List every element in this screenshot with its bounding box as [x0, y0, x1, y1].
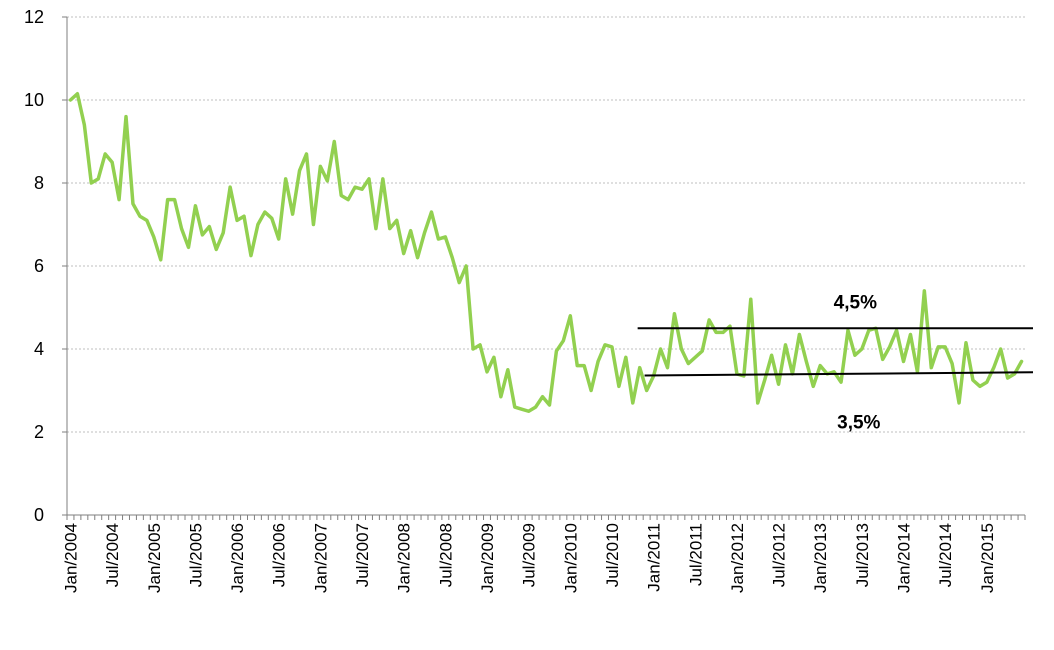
- y-axis-ticks: 0 2 4 6 8 10 12: [24, 7, 67, 525]
- x-tick-label: Jan/2013: [811, 523, 830, 593]
- y-tick-label: 2: [34, 422, 44, 442]
- x-tick-label: Jan/2010: [561, 523, 580, 593]
- x-tick-label: Jul/2005: [186, 523, 205, 587]
- x-tick-label: Jan/2005: [145, 523, 164, 593]
- reference-line-label: 3,5%: [837, 413, 880, 434]
- x-axis-ticks: Jan/2004 Jul/2004 Jan/2005 Jul/2005 Jan/2006…: [61, 515, 1026, 593]
- reference-lines: 4,5% 3,5%: [637, 292, 1034, 434]
- x-tick-label: Jul/2007: [353, 523, 372, 587]
- x-tick-label: Jan/2004: [61, 523, 80, 593]
- x-tick-label: Jan/2007: [311, 523, 330, 593]
- reference-line-label: 4,5%: [834, 292, 877, 313]
- y-tick-label: 4: [34, 339, 44, 359]
- x-tick-label: Jan/2009: [478, 523, 497, 593]
- gridlines: [67, 16, 1025, 433]
- x-tick-label: Jul/2010: [603, 523, 622, 587]
- x-tick-label: Jul/2009: [520, 523, 539, 587]
- x-tick-label: Jan/2012: [728, 523, 747, 593]
- y-tick-label: 8: [34, 173, 44, 193]
- x-tick-label: Jan/2011: [645, 523, 664, 592]
- series-group: [68, 92, 1024, 413]
- x-tick-label: Jul/2006: [270, 523, 289, 587]
- x-tick-label: Jan/2014: [895, 523, 914, 593]
- y-tick-label: 0: [34, 505, 44, 525]
- y-tick-label: 10: [24, 90, 44, 110]
- axes: [66, 17, 1025, 516]
- x-tick-label: Jul/2011: [686, 523, 705, 586]
- y-tick-label: 6: [34, 256, 44, 276]
- series-line: [68, 92, 1024, 413]
- y-tick-label: 12: [24, 7, 44, 27]
- x-tick-label: Jul/2012: [770, 523, 789, 587]
- x-tick-label: Jul/2008: [436, 523, 455, 587]
- x-tick-label: Jul/2013: [853, 523, 872, 587]
- x-tick-label: Jul/2014: [936, 523, 955, 587]
- x-tick-label: Jan/2015: [978, 523, 997, 593]
- x-tick-label: Jan/2008: [395, 523, 414, 593]
- x-tick-label: Jul/2004: [103, 523, 122, 587]
- x-tick-label: Jan/2006: [228, 523, 247, 593]
- reference-line: [644, 371, 1034, 377]
